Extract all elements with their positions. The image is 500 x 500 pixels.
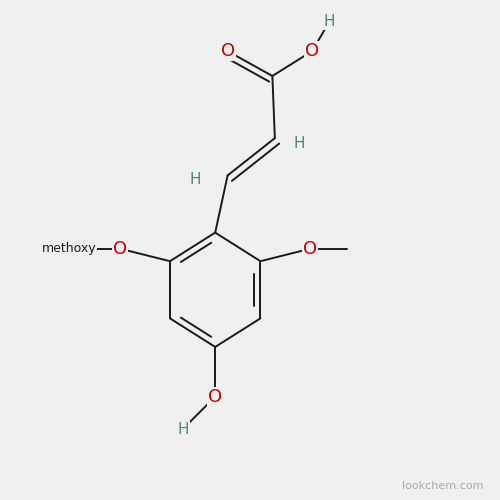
Text: H: H [324, 14, 336, 29]
Text: O: O [220, 42, 234, 60]
Text: H: H [294, 136, 306, 150]
Text: lookchem.com: lookchem.com [402, 481, 483, 491]
Text: methoxy: methoxy [78, 248, 84, 249]
Text: O: O [113, 240, 128, 258]
Text: O: O [303, 240, 317, 258]
Text: methoxy: methoxy [42, 242, 96, 256]
Text: H: H [177, 422, 188, 436]
Text: H: H [190, 172, 201, 187]
Text: O: O [305, 42, 319, 60]
Text: O: O [208, 388, 222, 406]
